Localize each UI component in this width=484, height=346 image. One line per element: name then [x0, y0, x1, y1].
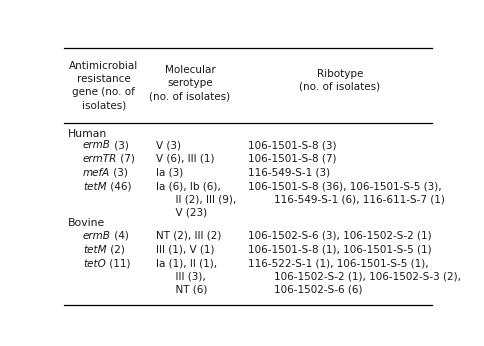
Text: tetM: tetM	[83, 182, 106, 192]
Text: 116-549-S-1 (3): 116-549-S-1 (3)	[248, 168, 330, 178]
Text: 106-1502-S-6 (3), 106-1502-S-2 (1): 106-1502-S-6 (3), 106-1502-S-2 (1)	[248, 231, 432, 241]
Text: NT (2), III (2): NT (2), III (2)	[156, 231, 222, 241]
Text: ermB: ermB	[83, 140, 111, 150]
Text: (7): (7)	[118, 154, 135, 164]
Text: ermTR: ermTR	[83, 154, 118, 164]
Text: Ribotype
(no. of isolates): Ribotype (no. of isolates)	[300, 69, 380, 92]
Text: 106-1501-S-8 (36), 106-1501-S-5 (3),
        116-549-S-1 (6), 116-611-S-7 (1): 106-1501-S-8 (36), 106-1501-S-5 (3), 116…	[248, 182, 445, 204]
Text: (2): (2)	[106, 245, 124, 255]
Text: (11): (11)	[106, 259, 130, 268]
Text: Ia (3): Ia (3)	[156, 168, 183, 178]
Text: (3): (3)	[110, 168, 128, 178]
Text: tetM: tetM	[83, 245, 106, 255]
Text: 106-1501-S-8 (3): 106-1501-S-8 (3)	[248, 140, 336, 150]
Text: Antimicrobial
resistance
gene (no. of
isolates): Antimicrobial resistance gene (no. of is…	[69, 61, 138, 110]
Text: Ia (1), II (1),
      III (3),
      NT (6): Ia (1), II (1), III (3), NT (6)	[156, 259, 217, 294]
Text: V (3): V (3)	[156, 140, 181, 150]
Text: 116-522-S-1 (1), 106-1501-S-5 (1),
        106-1502-S-2 (1), 106-1502-S-3 (2),
 : 116-522-S-1 (1), 106-1501-S-5 (1), 106-1…	[248, 259, 461, 294]
Text: mefA: mefA	[83, 168, 110, 178]
Text: ermB: ermB	[83, 231, 111, 241]
Text: Human: Human	[68, 129, 107, 139]
Text: Molecular
serotype
(no. of isolates): Molecular serotype (no. of isolates)	[150, 65, 230, 101]
Text: (4): (4)	[111, 231, 129, 241]
Text: 106-1501-S-8 (1), 106-1501-S-5 (1): 106-1501-S-8 (1), 106-1501-S-5 (1)	[248, 245, 432, 255]
Text: Ia (6), Ib (6),
      II (2), III (9),
      V (23): Ia (6), Ib (6), II (2), III (9), V (23)	[156, 182, 236, 217]
Text: 106-1501-S-8 (7): 106-1501-S-8 (7)	[248, 154, 336, 164]
Text: (3): (3)	[111, 140, 129, 150]
Text: tetO: tetO	[83, 259, 106, 268]
Text: V (6), III (1): V (6), III (1)	[156, 154, 214, 164]
Text: (46): (46)	[106, 182, 131, 192]
Text: Bovine: Bovine	[68, 218, 105, 228]
Text: III (1), V (1): III (1), V (1)	[156, 245, 214, 255]
